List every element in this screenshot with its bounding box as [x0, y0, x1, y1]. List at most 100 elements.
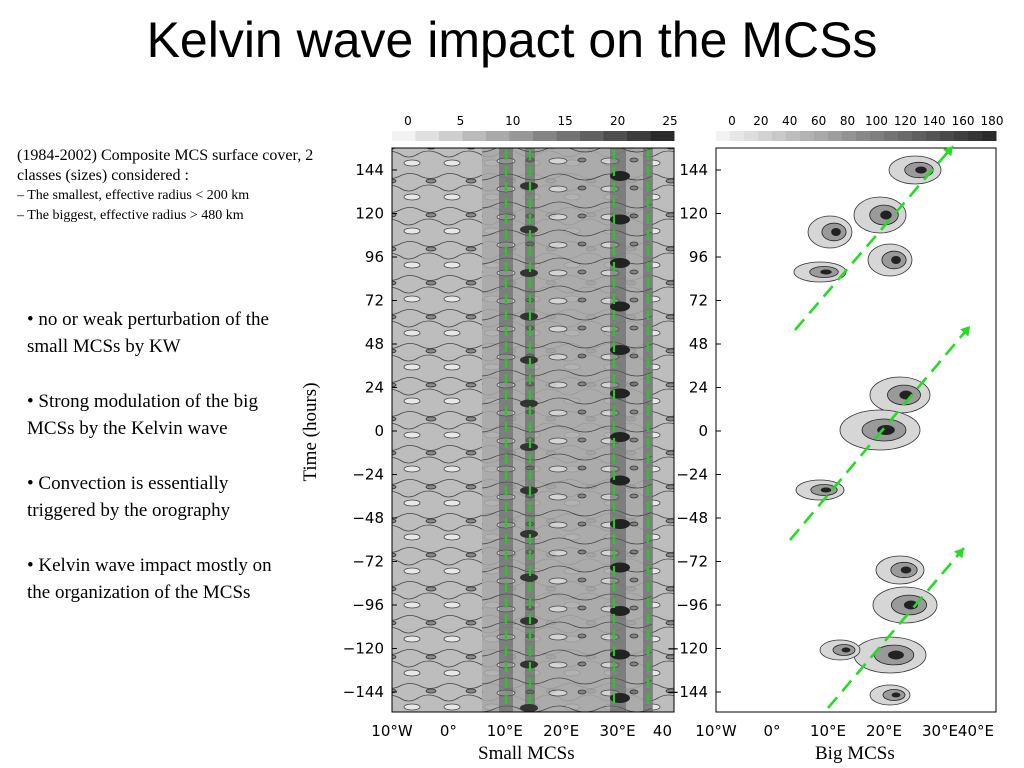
right-colorbar-swatch: [744, 131, 759, 141]
left-colorbar-label: 0: [404, 114, 412, 128]
y-tick-label-left: −24: [352, 466, 384, 484]
right-colorbar-label: 20: [753, 114, 768, 128]
y-tick-label-left: −96: [352, 596, 384, 614]
x-tick-label-left: 30°E: [600, 722, 636, 740]
right-colorbar-swatch: [954, 131, 969, 141]
small-mcs-panel: 0 5 10 15 20 25: [391, 114, 678, 713]
left-colorbar-swatch: [556, 131, 581, 141]
axes: 144 144 120 120 96 96 72 72 48 48 24 24 0 0 −24 −24 −48 −…: [343, 161, 994, 740]
left-colorbar-label: 5: [457, 114, 465, 128]
left-panel-title: Small MCSs: [478, 743, 575, 764]
big-mcs-cluster-peak: [900, 566, 912, 574]
right-colorbar-swatch: [758, 131, 773, 141]
bullet-item: • Kelvin wave impact mostly on the organ…: [27, 555, 272, 603]
description-line-small: – The smallest, effective radius < 200 k…: [17, 188, 250, 203]
small-mcs-frame: [391, 147, 675, 713]
y-tick-label-left: 96: [365, 248, 384, 266]
y-tick-label-left: 24: [365, 379, 384, 397]
x-tick-label-left: 0°: [440, 722, 457, 740]
y-tick-label-left: −48: [352, 509, 384, 527]
left-colorbar-label: 15: [558, 114, 573, 128]
kelvin-wave-arrow: [827, 547, 965, 709]
right-colorbar-swatch: [842, 131, 857, 141]
right-colorbar-label: 100: [865, 114, 888, 128]
small-mcs-peak: [610, 606, 630, 616]
right-colorbar-label: 60: [811, 114, 826, 128]
x-tick-label-left: 10°W: [371, 722, 413, 740]
big-mcs-cluster-peak: [891, 256, 901, 264]
left-colorbar-swatch: [462, 131, 487, 141]
left-colorbar-swatch: [650, 131, 675, 141]
y-tick-label-right: −72: [676, 553, 708, 571]
composite-description: (1984-2002) Composite MCS surface cover,…: [17, 146, 327, 226]
right-colorbar-swatch: [730, 131, 745, 141]
small-mcs-peak: [520, 399, 538, 408]
x-tick-label-right: 10°W: [695, 722, 737, 740]
big-mcs-panel: 0 20 40 60 80 100 120 140 160 180: [715, 114, 1003, 713]
right-colorbar-swatch: [982, 131, 997, 141]
right-colorbar-label: 40: [782, 114, 797, 128]
right-colorbar-swatch: [940, 131, 955, 141]
y-tick-label-left: −120: [343, 640, 384, 658]
y-tick-label-right: −120: [667, 640, 708, 658]
right-colorbar-label: 80: [840, 114, 855, 128]
left-colorbar-swatch: [533, 131, 557, 141]
big-mcs-cluster-peak: [820, 487, 832, 493]
kelvin-wave-arrow: [789, 325, 971, 541]
big-mcs-cluster-peak: [820, 269, 832, 275]
y-tick-label-right: 120: [679, 205, 708, 223]
right-colorbar-label: 120: [894, 114, 917, 128]
big-mcs-cluster-peak: [915, 166, 927, 174]
x-tick-label-right: 20°E: [866, 722, 902, 740]
y-tick-label-left: −144: [343, 683, 384, 701]
right-colorbar-label: 160: [952, 114, 975, 128]
y-tick-label-right: 0: [698, 422, 708, 440]
left-colorbar-label: 20: [610, 114, 625, 128]
right-colorbar-swatch: [800, 131, 815, 141]
y-tick-label-right: 24: [689, 379, 708, 397]
right-colorbar-swatch: [814, 131, 829, 141]
big-mcs-cluster-peak: [831, 228, 841, 236]
left-colorbar-swatch: [627, 131, 651, 141]
y-tick-label-right: −96: [676, 596, 708, 614]
right-colorbar-swatch: [786, 131, 801, 141]
y-tick-label-right: 144: [679, 161, 708, 179]
x-tick-label-left: 40: [653, 722, 672, 740]
bullet-item: • Strong modulation of the big MCSs by t…: [27, 391, 258, 439]
y-tick-label-right: 72: [689, 292, 708, 310]
kelvin-wave-arrow: [794, 145, 954, 331]
right-colorbar-swatch: [898, 131, 913, 141]
kelvin-wave-arrowhead: [960, 326, 970, 337]
y-tick-label-right: −144: [667, 683, 708, 701]
right-colorbar-swatch: [856, 131, 871, 141]
right-colorbar-swatch: [716, 131, 731, 141]
big-mcs-cluster-peak: [888, 650, 904, 660]
kelvin-wave-arrowhead: [943, 146, 953, 157]
right-colorbar-swatch: [884, 131, 899, 141]
y-tick-label-right: 96: [689, 248, 708, 266]
right-colorbar-swatch: [870, 131, 885, 141]
y-tick-label-left: −72: [352, 553, 384, 571]
x-tick-label-right: 10°E: [810, 722, 846, 740]
y-tick-label-left: 72: [365, 292, 384, 310]
left-colorbar-label: 10: [505, 114, 520, 128]
right-colorbar-swatch: [912, 131, 927, 141]
right-colorbar-label: 0: [728, 114, 736, 128]
left-colorbar-swatch: [415, 131, 440, 141]
kelvin-wave-arrowhead: [954, 548, 964, 559]
small-mcs-peak: [520, 225, 538, 234]
right-colorbar-swatch: [772, 131, 787, 141]
y-tick-label-left: 0: [374, 422, 384, 440]
slide-title: Kelvin wave impact on the MCSs: [146, 12, 878, 68]
small-mcs-peak: [520, 573, 538, 582]
x-tick-label-left: 10°E: [487, 722, 523, 740]
bullet-list: • no or weak perturbation of the small M…: [27, 306, 297, 634]
left-colorbar-swatch: [439, 131, 463, 141]
right-colorbar-swatch: [968, 131, 983, 141]
left-colorbar-swatch: [509, 131, 534, 141]
y-tick-label-left: 48: [365, 335, 384, 353]
y-tick-label-right: −24: [676, 466, 708, 484]
y-tick-label-right: 48: [689, 335, 708, 353]
x-tick-label-right: 40°E: [958, 722, 994, 740]
